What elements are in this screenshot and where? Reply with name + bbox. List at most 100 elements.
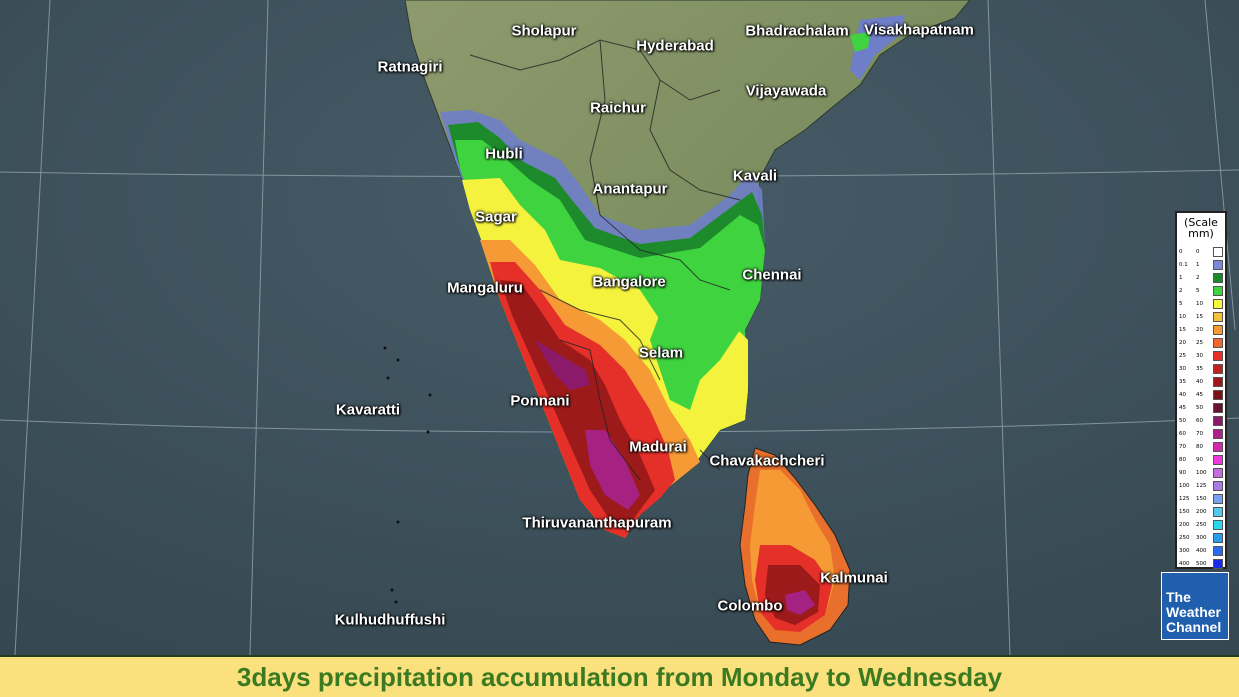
legend-from: 70 <box>1179 443 1186 450</box>
legend-swatch <box>1213 480 1223 491</box>
legend-swatch <box>1213 467 1223 478</box>
legend-row: 10 15 <box>1179 310 1223 323</box>
legend-swatch <box>1213 376 1223 387</box>
legend-from: 1 <box>1179 274 1183 281</box>
precipitation-map: Sholapur Hyderabad Bhadrachalam Visakhap… <box>0 0 1239 655</box>
legend-swatch <box>1213 532 1223 543</box>
legend-from: 0.1 <box>1179 261 1188 268</box>
legend-swatch <box>1213 363 1223 374</box>
legend-from: 15 <box>1179 326 1186 333</box>
legend-swatch <box>1213 285 1223 296</box>
legend-swatch <box>1213 519 1223 530</box>
legend-row: 25 30 <box>1179 349 1223 362</box>
logo-line-2: Weather <box>1166 604 1221 620</box>
legend-swatch <box>1213 298 1223 309</box>
legend-row: 20 25 <box>1179 336 1223 349</box>
logo-line-3: Channel <box>1166 619 1222 635</box>
legend-from: 35 <box>1179 378 1186 385</box>
legend-to: 200 <box>1196 508 1207 515</box>
caption-bar: 3days precipitation accumulation from Mo… <box>0 655 1239 697</box>
city-label-madurai: Madurai <box>629 438 687 456</box>
legend-to: 45 <box>1196 391 1203 398</box>
state-borders <box>469 39 741 481</box>
city-label-visakhapatnam: Visakhapatnam <box>864 21 974 39</box>
legend-swatch <box>1213 558 1223 569</box>
city-label-selam: Selam <box>638 344 684 362</box>
legend-to: 10 <box>1196 300 1203 307</box>
city-label-hyderabad: Hyderabad <box>636 37 714 55</box>
legend-swatch <box>1213 311 1223 322</box>
legend-row: 250 300 <box>1179 531 1223 544</box>
city-label-chavakachcheri: Chavakachcheri <box>709 452 825 470</box>
city-label-colombo: Colombo <box>717 597 783 615</box>
legend-from: 125 <box>1179 495 1190 502</box>
legend-from: 30 <box>1179 365 1186 372</box>
logo-line-1: The <box>1166 589 1191 605</box>
city-label-kalmunai: Kalmunai <box>820 569 888 587</box>
precipitation-legend: (Scale mm) 0 0 0.1 1 1 2 2 5 5 10 10 15 15 20 20 25 25 30… <box>1175 211 1227 569</box>
legend-to: 90 <box>1196 456 1203 463</box>
precip-purple-north <box>535 340 590 390</box>
legend-to: 1 <box>1196 261 1200 268</box>
legend-to: 35 <box>1196 365 1203 372</box>
legend-to: 400 <box>1196 547 1207 554</box>
legend-to: 60 <box>1196 417 1203 424</box>
legend-to: 125 <box>1196 482 1207 489</box>
legend-title: (Scale mm) <box>1184 216 1218 240</box>
legend-row: 0.1 1 <box>1179 258 1223 271</box>
legend-row: 80 90 <box>1179 453 1223 466</box>
legend-swatch <box>1213 506 1223 517</box>
city-label-kulhudhuffushi: Kulhudhuffushi <box>334 611 446 629</box>
legend-from: 80 <box>1179 456 1186 463</box>
legend-swatch <box>1213 402 1223 413</box>
caption-title: 3days precipitation accumulation from Mo… <box>236 662 1003 692</box>
legend-rows: 0 0 0.1 1 1 2 2 5 5 10 10 15 15 20 20 25 25 30 30 35 35 40 40 4… <box>1179 245 1223 570</box>
legend-row: 200 250 <box>1179 518 1223 531</box>
city-label-mangaluru: Mangaluru <box>447 279 523 297</box>
legend-to: 300 <box>1196 534 1207 541</box>
map-canvas <box>0 0 1239 655</box>
legend-swatch <box>1213 389 1223 400</box>
legend-to: 500 <box>1196 560 1207 567</box>
legend-row: 50 60 <box>1179 414 1223 427</box>
legend-swatch <box>1213 350 1223 361</box>
legend-row: 45 50 <box>1179 401 1223 414</box>
legend-from: 25 <box>1179 352 1186 359</box>
legend-from: 100 <box>1179 482 1190 489</box>
legend-from: 200 <box>1179 521 1190 528</box>
legend-from: 90 <box>1179 469 1186 476</box>
legend-swatch <box>1213 272 1223 283</box>
legend-swatch <box>1213 454 1223 465</box>
legend-from: 40 <box>1179 391 1186 398</box>
legend-from: 20 <box>1179 339 1186 346</box>
city-label-ratnagiri: Ratnagiri <box>377 58 443 76</box>
legend-row: 125 150 <box>1179 492 1223 505</box>
city-label-kavali: Kavali <box>732 167 778 185</box>
legend-to: 0 <box>1196 248 1200 255</box>
legend-to: 5 <box>1196 287 1200 294</box>
legend-to: 30 <box>1196 352 1203 359</box>
legend-swatch <box>1213 324 1223 335</box>
legend-row: 30 35 <box>1179 362 1223 375</box>
sl-purple <box>785 590 815 615</box>
legend-from: 400 <box>1179 560 1190 567</box>
city-label-anantapur: Anantapur <box>592 180 668 198</box>
legend-row: 70 80 <box>1179 440 1223 453</box>
legend-swatch <box>1213 441 1223 452</box>
legend-from: 0 <box>1179 248 1183 255</box>
precip-green-interior <box>650 290 740 410</box>
legend-row: 5 10 <box>1179 297 1223 310</box>
city-label-kavaratti: Kavaratti <box>335 401 401 419</box>
islands <box>383 346 432 604</box>
legend-from: 45 <box>1179 404 1186 411</box>
legend-swatch <box>1213 337 1223 348</box>
legend-from: 5 <box>1179 300 1183 307</box>
legend-from: 10 <box>1179 313 1186 320</box>
precip-ne-coast-green <box>850 32 870 52</box>
legend-to: 250 <box>1196 521 1207 528</box>
legend-to: 100 <box>1196 469 1207 476</box>
city-label-bhadrachalam: Bhadrachalam <box>745 22 849 40</box>
legend-to: 15 <box>1196 313 1203 320</box>
city-label-raichur: Raichur <box>590 99 646 117</box>
legend-from: 250 <box>1179 534 1190 541</box>
